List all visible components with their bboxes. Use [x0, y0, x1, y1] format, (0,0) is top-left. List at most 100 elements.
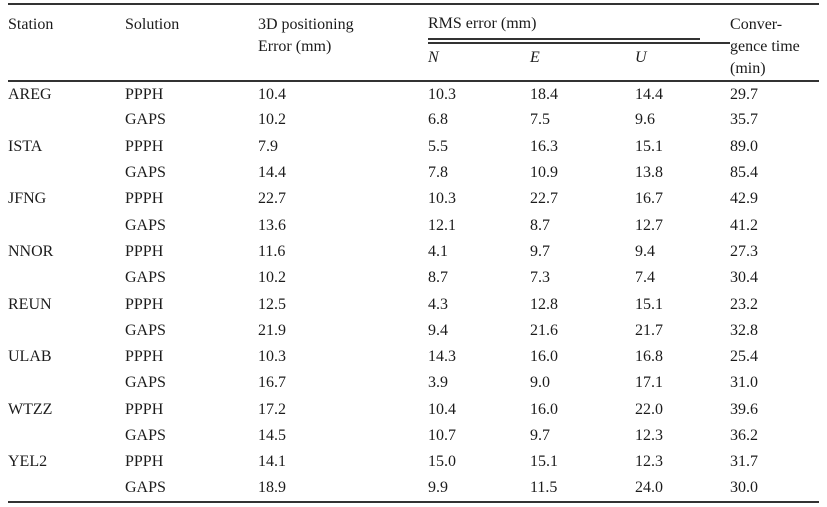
cell-station: WTZZ — [8, 400, 53, 418]
cell-error3d: 13.6 — [258, 216, 286, 234]
cell-solution: GAPS — [125, 111, 166, 129]
table-row: ULAB PPPH 10.3 14.3 16.0 16.8 25.4 — [8, 344, 819, 370]
table-row: AREG PPPH 10.4 10.3 18.4 14.4 29.7 — [8, 81, 819, 107]
cell-convergence: 85.4 — [730, 164, 759, 182]
cell-e: 10.9 — [530, 164, 558, 182]
cell-n: 9.9 — [428, 479, 448, 497]
cell-u: 12.3 — [635, 427, 663, 444]
cell-solution: GAPS — [125, 374, 166, 392]
cell-error3d: 7.9 — [258, 137, 278, 155]
cell-u: 17.1 — [635, 374, 663, 392]
cell-convergence: 30.4 — [730, 269, 759, 287]
col-header-station-label: Station — [8, 16, 54, 33]
col-header-convergence-time: Conver- gence time (min) — [730, 4, 820, 82]
cell-solution: PPPH — [125, 348, 164, 366]
cell-n: 4.3 — [428, 295, 448, 313]
cell-e: 15.1 — [530, 453, 558, 471]
cell-solution: GAPS — [125, 321, 166, 339]
cell-e: 16.0 — [530, 348, 558, 366]
cell-u: 9.4 — [635, 242, 655, 260]
col-header-conv-line2: gence time — [730, 38, 800, 55]
col-header-rms-e: E — [530, 43, 635, 82]
cell-error3d: 14.1 — [258, 453, 286, 471]
cell-solution: PPPH — [125, 295, 164, 313]
cell-u: 24.0 — [635, 479, 663, 497]
cell-convergence: 31.0 — [730, 374, 759, 392]
cell-n: 10.4 — [428, 400, 456, 418]
table-row: GAPS 10.2 8.7 7.3 7.4 30.4 — [8, 265, 819, 291]
cell-n: 6.8 — [428, 111, 448, 129]
col-header-rms-u: U — [635, 43, 731, 82]
cell-n: 7.8 — [428, 164, 448, 182]
cell-convergence: 35.7 — [730, 111, 759, 129]
table-row: GAPS 21.9 9.4 21.6 21.7 32.8 — [8, 318, 819, 344]
cell-convergence: 29.7 — [730, 85, 759, 103]
cell-error3d: 12.5 — [258, 295, 286, 313]
cell-solution: PPPH — [125, 85, 164, 103]
cell-u: 22.0 — [635, 400, 663, 418]
cell-n: 3.9 — [428, 374, 448, 392]
cell-station — [8, 212, 125, 238]
cell-error3d: 11.6 — [258, 242, 286, 260]
cell-n: 12.1 — [428, 216, 456, 234]
cell-n: 10.7 — [428, 427, 456, 444]
cell-n: 10.3 — [428, 85, 456, 103]
col-header-station: Station — [8, 4, 125, 82]
cell-station — [8, 265, 125, 291]
col-header-solution-label: Solution — [125, 16, 180, 33]
cell-station: REUN — [8, 295, 52, 313]
results-table: Station Solution 3D positioning Error (m… — [8, 3, 820, 503]
col-header-conv-line3: (min) — [730, 60, 766, 77]
cell-e: 16.0 — [530, 400, 558, 418]
cell-u: 15.1 — [635, 295, 663, 313]
cell-convergence: 23.2 — [730, 295, 759, 313]
cell-u: 13.8 — [635, 164, 663, 182]
table-row: YEL2 PPPH 14.1 15.0 15.1 12.3 31.7 — [8, 449, 819, 475]
cell-station: ISTA — [8, 137, 43, 155]
cell-station: ULAB — [8, 348, 52, 366]
cell-error3d: 14.5 — [258, 427, 286, 444]
cell-error3d: 14.4 — [258, 164, 286, 182]
col-header-3d-line2: Error (mm) — [258, 38, 332, 55]
cell-solution: PPPH — [125, 137, 164, 155]
cell-solution: PPPH — [125, 453, 164, 471]
cell-e: 22.7 — [530, 190, 558, 208]
cell-error3d: 16.7 — [258, 374, 286, 392]
cell-solution: PPPH — [125, 400, 164, 418]
cell-solution: PPPH — [125, 242, 164, 260]
cell-error3d: 10.3 — [258, 348, 286, 366]
cell-n: 8.7 — [428, 269, 448, 287]
cell-u: 7.4 — [635, 269, 655, 287]
cell-e: 21.6 — [530, 321, 558, 339]
col-header-3d-line1: 3D positioning — [258, 16, 354, 33]
cell-error3d: 21.9 — [258, 321, 286, 339]
cell-station — [8, 107, 125, 133]
cell-error3d: 10.2 — [258, 111, 286, 129]
cell-solution: GAPS — [125, 427, 166, 444]
cell-e: 16.3 — [530, 137, 558, 155]
table-row: GAPS 14.5 10.7 9.7 12.3 36.2 — [8, 423, 819, 449]
rms-group-label: RMS error (mm) — [428, 14, 701, 40]
col-header-solution: Solution — [125, 4, 258, 82]
cell-convergence: 36.2 — [730, 427, 759, 444]
cell-solution: GAPS — [125, 479, 166, 497]
cell-solution: GAPS — [125, 216, 166, 234]
cell-n: 14.3 — [428, 348, 456, 366]
cell-solution: GAPS — [125, 269, 166, 287]
cell-e: 9.0 — [530, 374, 550, 392]
table-body: AREG PPPH 10.4 10.3 18.4 14.4 29.7 GAPS 10.2 6.8 7… — [8, 81, 819, 502]
table-row: GAPS 18.9 9.9 11.5 24.0 30.0 — [8, 475, 819, 501]
cell-station: JFNG — [8, 190, 47, 208]
cell-error3d: 10.4 — [258, 85, 286, 103]
table-row: NNOR PPPH 11.6 4.1 9.7 9.4 27.3 — [8, 239, 819, 265]
cell-station: YEL2 — [8, 453, 48, 471]
cell-convergence: 89.0 — [730, 137, 759, 155]
col-group-header-rms-error: RMS error (mm) — [428, 4, 731, 44]
table-row: ISTA PPPH 7.9 5.5 16.3 15.1 89.0 — [8, 134, 819, 160]
cell-convergence: 30.0 — [730, 479, 759, 497]
table-row: GAPS 10.2 6.8 7.5 9.6 35.7 — [8, 107, 819, 133]
table-row: GAPS 13.6 12.1 8.7 12.7 41.2 — [8, 212, 819, 238]
cell-error3d: 10.2 — [258, 269, 286, 287]
cell-n: 4.1 — [428, 242, 448, 260]
